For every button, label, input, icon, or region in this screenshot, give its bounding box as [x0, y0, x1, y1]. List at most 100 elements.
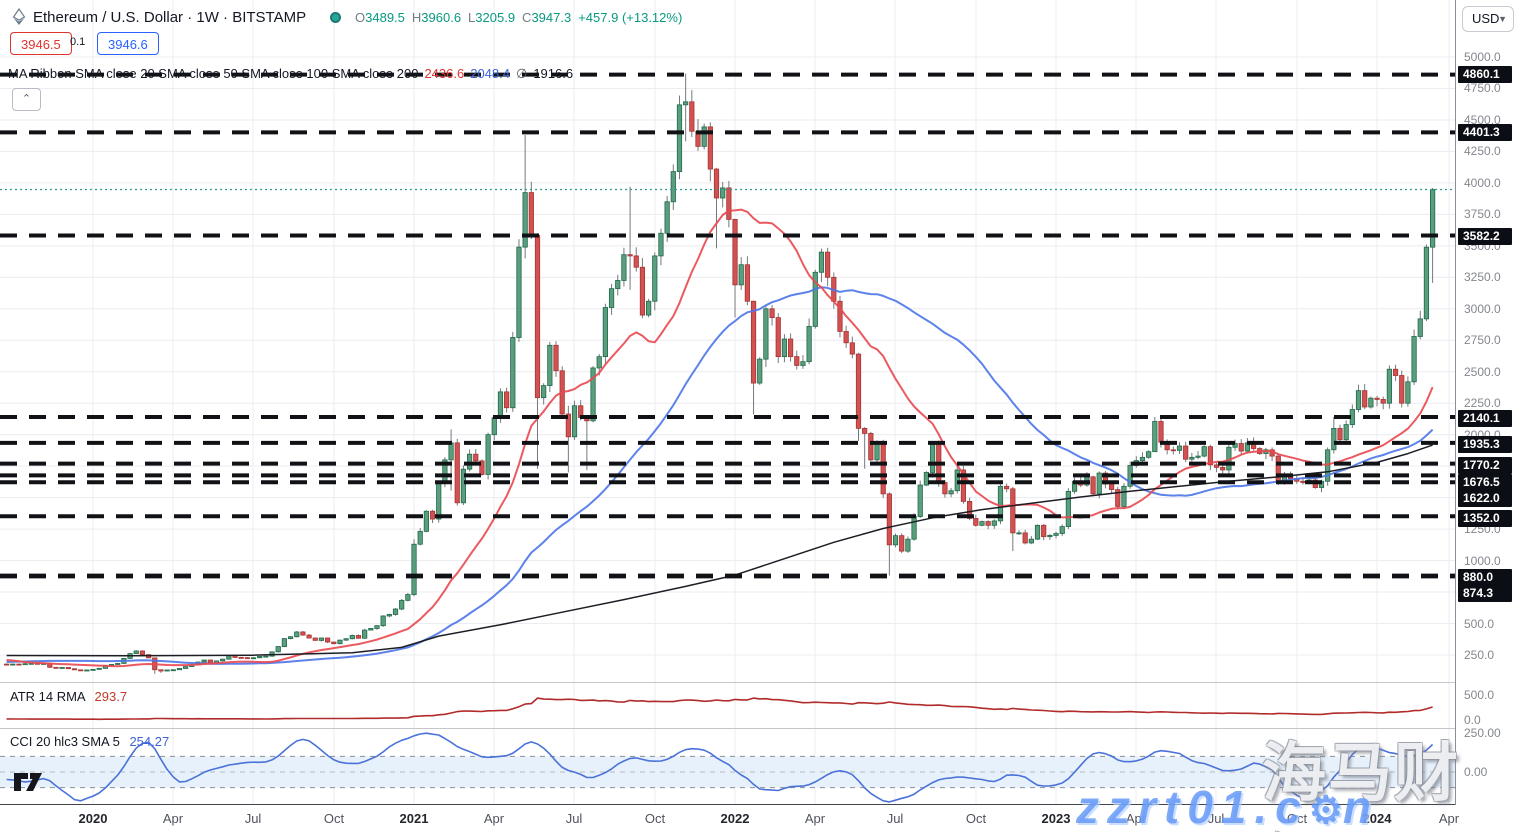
time-tick-month: Jul: [565, 811, 583, 826]
cci-value: 254.27: [129, 734, 170, 749]
ma-ribbon-value: 2436.6: [424, 66, 465, 81]
candles-layer: [4, 73, 1436, 674]
currency-dropdown[interactable]: USD ▼: [1462, 6, 1514, 32]
atr-line: [6, 697, 1433, 721]
atr-legend[interactable]: ATR 14 RMA 293.7: [10, 689, 127, 704]
atr-name: ATR 14 RMA: [10, 689, 85, 704]
price-tick: 3000.0: [1464, 301, 1501, 316]
time-tick-month: Apr: [162, 811, 184, 826]
ohlc-key: H: [411, 10, 422, 25]
ma-ribbon-value: ∅: [515, 66, 528, 81]
key-level-lines: [0, 72, 1455, 579]
ohlc-key: L: [468, 10, 476, 25]
price-tick: 4250.0: [1464, 144, 1501, 159]
price-level-badge: 1770.2: [1458, 457, 1512, 474]
time-tick-month: Apr: [483, 811, 505, 826]
price-tick: 3750.0: [1464, 207, 1501, 222]
atr-tick: 500.0: [1464, 688, 1495, 702]
time-tick-year: 2020: [78, 811, 108, 826]
price-tick: 5000.0: [1464, 50, 1501, 64]
time-tick-month: Apr: [1125, 811, 1147, 826]
price-level-badge: 1935.3: [1458, 436, 1512, 453]
pane-separator[interactable]: [0, 728, 1456, 729]
ma-ribbon-value: 1916.6: [533, 66, 574, 81]
price-tick: 2250.0: [1464, 396, 1501, 411]
symbol-title[interactable]: Ethereum / U.S. Dollar · 1W · BITSTAMP: [33, 9, 307, 26]
time-tick-year: 2021: [399, 811, 429, 826]
price-level-badge: 1622.0: [1458, 490, 1512, 507]
collapse-indicator-button[interactable]: ⌃: [12, 88, 41, 111]
time-tick-month: Jul: [1207, 811, 1225, 826]
watermark-site-prefix: zzrt01.c: [1076, 781, 1309, 832]
price-tick: 250.0: [1464, 647, 1495, 662]
price-tick: 2500.0: [1464, 364, 1501, 379]
watermark-chinese: 海马财经: [1262, 737, 1460, 832]
price-axis[interactable]: 5000.0 4750.0 4500.0 4250.0 4000.0 3750.0 3500…: [1456, 0, 1522, 805]
price-tick: 4000.0: [1464, 175, 1501, 190]
sma50-line: [6, 286, 1434, 665]
pane-separator[interactable]: [0, 682, 1456, 683]
price-level-badge: 3582.2: [1458, 228, 1512, 245]
sma20-line: [6, 208, 1434, 668]
cci-tick: 250.00: [1464, 726, 1501, 740]
ma-ribbon-legend[interactable]: MA Ribbon SMA close 20 SMA close 50 SMA …: [8, 66, 573, 82]
price-level-badge: 880.0: [1458, 569, 1512, 586]
price-tick: 3250.0: [1464, 270, 1501, 285]
time-tick-month: Apr: [1438, 811, 1460, 826]
chevron-down-icon: ▼: [1498, 14, 1507, 24]
price-tick: 4500.0: [1464, 112, 1501, 127]
price-tick: 500.0: [1464, 616, 1495, 631]
time-axis[interactable]: 2020 Apr Jul Oct 2021 Apr Jul Oct 2022 Apr Jul Oct 2…: [0, 805, 1522, 832]
cci-name: CCI 20 hlc3 SMA 5: [10, 734, 120, 749]
chart-canvas[interactable]: [0, 0, 1456, 805]
price-tick: 2750.0: [1464, 333, 1501, 348]
cci-line: [6, 732, 1434, 803]
axis-border: [1455, 0, 1456, 832]
price-tick: 1000.0: [1464, 553, 1501, 568]
price-tick: 4750.0: [1464, 81, 1501, 96]
time-tick-year: 2024: [1362, 811, 1392, 826]
tradingview-logo[interactable]: [12, 766, 44, 794]
time-tick-month: Oct: [323, 811, 345, 826]
time-tick-year: 2023: [1041, 811, 1071, 826]
price-level-badge: 1676.5: [1458, 474, 1512, 491]
spread-value: 0.1: [70, 36, 86, 48]
ohlc-values: O3489.5 H3960.6 L3205.9 C3947.3 +457.9 (+13.…: [355, 10, 689, 25]
cci-tick: 0.00: [1464, 765, 1488, 779]
sma200-line: [6, 444, 1433, 657]
watermark-site: zzrt01.c⚙n: [1076, 780, 1379, 832]
time-tick-month: Apr: [804, 811, 826, 826]
time-tick-month: Jul: [244, 811, 262, 826]
ohlc-value: +457.9 (+13.12%): [578, 10, 683, 25]
ma-ribbon-label: MA Ribbon SMA close 20 SMA close 50 SMA …: [8, 66, 419, 81]
cci-legend[interactable]: CCI 20 hlc3 SMA 5 254.27: [10, 734, 169, 749]
price-level-badge: 4401.3: [1458, 124, 1512, 141]
time-tick-month: Oct: [644, 811, 666, 826]
currency-label: USD: [1472, 11, 1500, 26]
cci-band: [0, 755, 1455, 789]
price-level-badge: 1352.0: [1458, 510, 1512, 527]
grid-lines: [0, 0, 1455, 804]
ohlc-key: O: [355, 10, 366, 25]
ethereum-icon: [12, 8, 26, 25]
price-level-badge: 2140.1: [1458, 410, 1512, 427]
price-level-badge: 4860.1: [1458, 66, 1512, 83]
ma-ribbon-value: 2048.4: [470, 66, 510, 81]
ohlc-value: 3947.3: [531, 10, 572, 25]
ohlc-value: 3960.6: [421, 10, 462, 25]
watermark-site-suffix: n: [1342, 781, 1379, 832]
buy-button[interactable]: 3946.6: [97, 32, 159, 55]
ohlc-value: 3489.5: [365, 10, 405, 25]
atr-tick: 0.0: [1464, 713, 1481, 727]
ohlc-value: 3205.9: [475, 10, 516, 25]
gear-icon: ⚙: [1308, 790, 1343, 832]
time-tick-month: Jul: [886, 811, 904, 826]
ohlc-key: C: [522, 10, 532, 25]
sell-button[interactable]: 3946.5: [10, 32, 72, 55]
time-tick-year: 2022: [720, 811, 750, 826]
atr-value: 293.7: [94, 689, 128, 704]
time-tick-month: Oct: [965, 811, 987, 826]
candlestick-chart[interactable]: [0, 0, 1456, 805]
market-status-dot[interactable]: [330, 12, 341, 23]
